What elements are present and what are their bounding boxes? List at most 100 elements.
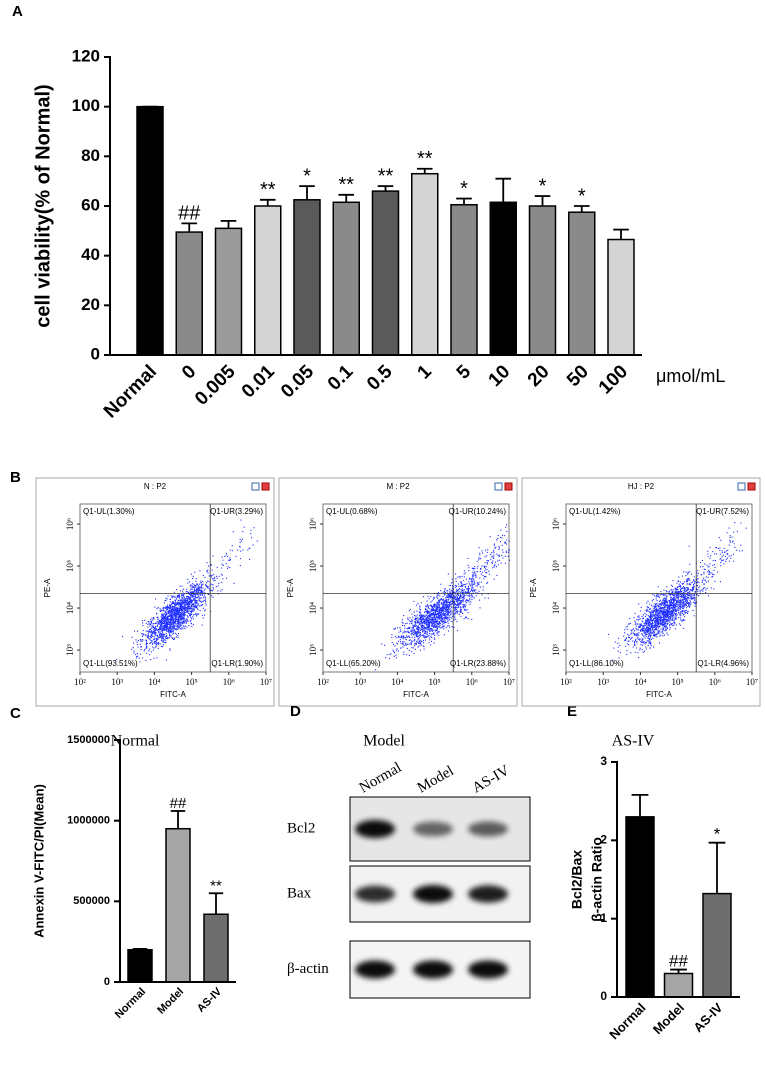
event-dot [186, 620, 188, 622]
event-dot [655, 610, 657, 612]
event-dot [680, 615, 682, 617]
event-dot [433, 620, 435, 622]
event-dot [172, 601, 174, 603]
event-dot [644, 624, 646, 626]
event-dot [210, 576, 212, 578]
event-dot [421, 620, 423, 622]
event-dot [662, 618, 664, 620]
event-dot [464, 606, 466, 608]
event-dot [177, 636, 179, 638]
event-dot [675, 594, 677, 596]
event-dot [147, 636, 149, 638]
event-dot [163, 621, 165, 623]
event-dot [463, 605, 465, 607]
event-dot [448, 615, 450, 617]
event-dot [419, 632, 421, 634]
event-dot [149, 638, 151, 640]
event-dot [414, 625, 416, 627]
event-dot [432, 613, 434, 615]
event-dot [183, 612, 185, 614]
event-dot [666, 619, 668, 621]
event-dot [430, 614, 432, 616]
event-dot [462, 612, 464, 614]
event-dot [655, 622, 657, 624]
event-dot [420, 612, 422, 614]
event-dot [428, 626, 430, 628]
event-dot [439, 601, 441, 603]
event-dot [441, 618, 443, 620]
event-dot [676, 600, 678, 602]
event-dot [471, 567, 473, 569]
event-dot [251, 537, 253, 539]
event-dot [685, 600, 687, 602]
event-dot [420, 615, 422, 617]
icon [504, 482, 513, 491]
event-dot [469, 598, 471, 600]
event-dot [207, 572, 209, 574]
event-dot [440, 610, 442, 612]
event-dot [667, 593, 669, 595]
event-dot [247, 549, 249, 551]
event-dot [188, 602, 190, 604]
event-dot [639, 618, 641, 620]
event-dot [437, 592, 439, 594]
event-dot [693, 579, 695, 581]
event-dot [401, 637, 403, 639]
event-dot [671, 602, 673, 604]
event-dot [639, 626, 641, 628]
event-dot [682, 603, 684, 605]
event-dot [155, 644, 157, 646]
event-dot [407, 643, 409, 645]
event-dot [728, 527, 730, 529]
event-dot [688, 589, 690, 591]
event-dot [190, 608, 192, 610]
event-dot [199, 591, 201, 593]
event-dot [483, 578, 485, 580]
event-dot [426, 633, 428, 635]
event-dot [443, 614, 445, 616]
event-dot [447, 625, 449, 627]
event-dot [176, 601, 178, 603]
event-dot [451, 593, 453, 595]
y-tick-label: 0 [600, 989, 607, 1003]
event-dot [204, 592, 206, 594]
event-dot [212, 596, 214, 598]
event-dot [467, 590, 469, 592]
event-dot [676, 602, 678, 604]
event-dot [414, 618, 416, 620]
event-dot [165, 627, 167, 629]
event-dot [688, 578, 690, 580]
event-dot [451, 596, 453, 598]
event-dot [432, 622, 434, 624]
event-dot [133, 642, 135, 644]
event-dot [204, 588, 206, 590]
event-dot [638, 615, 640, 617]
event-dot [185, 600, 187, 602]
event-dot [423, 645, 425, 647]
event-dot [180, 604, 182, 606]
event-dot [165, 621, 167, 623]
event-dot [426, 628, 428, 630]
event-dot [192, 606, 194, 608]
event-dot [212, 584, 214, 586]
event-dot [664, 601, 666, 603]
event-dot [393, 655, 395, 657]
event-dot [461, 592, 463, 594]
event-dot [431, 633, 433, 635]
event-dot [649, 616, 651, 618]
event-dot [414, 633, 416, 635]
event-dot [488, 573, 490, 575]
event-dot [411, 640, 413, 642]
event-dot [678, 596, 680, 598]
event-dot [164, 607, 166, 609]
event-dot [438, 599, 440, 601]
event-dot [481, 550, 483, 552]
event-dot [150, 622, 152, 624]
event-dot [478, 559, 480, 561]
event-dot [431, 606, 433, 608]
event-dot [161, 635, 163, 637]
event-dot [650, 624, 652, 626]
event-dot [458, 598, 460, 600]
event-dot [184, 612, 186, 614]
event-dot [183, 621, 185, 623]
